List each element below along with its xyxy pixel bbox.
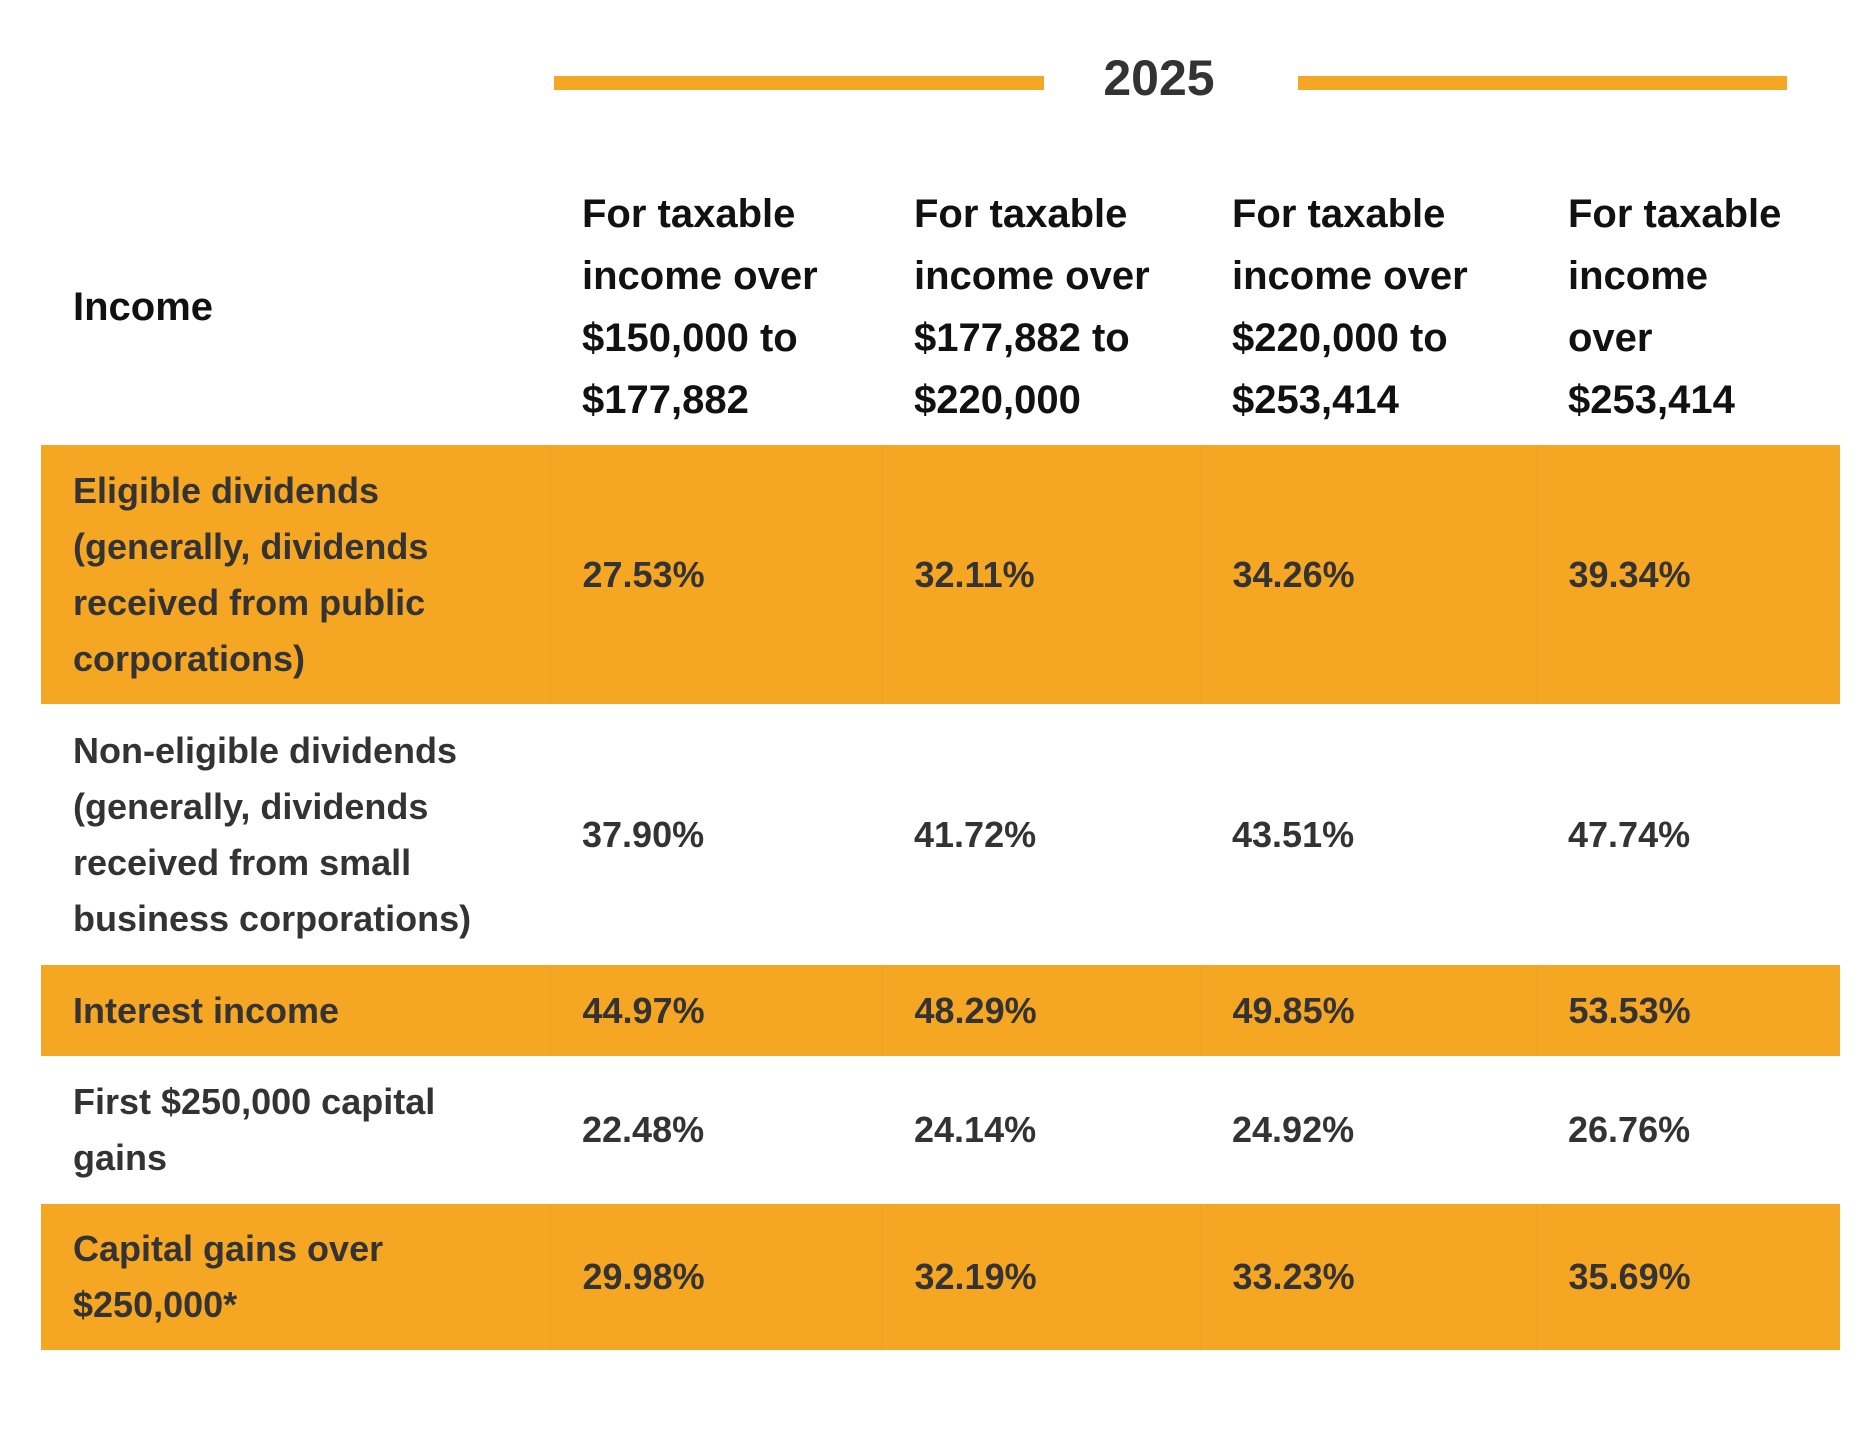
- rate-cell: 29.98%: [550, 1204, 882, 1350]
- rate: 48.29%: [914, 989, 1037, 1031]
- rate-cell: 49.85%: [1200, 965, 1536, 1056]
- header-row: Income For taxable income over $150,000 t…: [41, 168, 1840, 445]
- rate-cell: 53.53%: [1536, 965, 1840, 1056]
- table-row: Eligible dividends (generally, dividends…: [41, 445, 1840, 704]
- rate-cell: 44.97%: [550, 965, 882, 1056]
- rate-cell: 39.34%: [1536, 445, 1840, 704]
- rate-cell: 34.26%: [1200, 445, 1536, 704]
- rate-cell: 33.23%: [1200, 1204, 1536, 1350]
- header-rule: [554, 76, 1044, 90]
- rate-cell: 27.53%: [550, 445, 882, 704]
- column-header: For taxable income over $150,000 to $177…: [550, 168, 882, 445]
- rate: 22.48%: [582, 1109, 705, 1150]
- rate: 43.51%: [1232, 813, 1355, 855]
- rate-cell: 35.69%: [1536, 1204, 1840, 1350]
- rate-cell: 48.29%: [882, 965, 1200, 1056]
- row-label-cell: First $250,000 capital gains: [41, 1056, 550, 1204]
- row-label: Interest income: [73, 989, 340, 1031]
- column-header: Income: [41, 168, 550, 445]
- rate: 24.92%: [1232, 1109, 1355, 1150]
- column-header-text: For taxable income over $220,000 to $253…: [1232, 191, 1468, 422]
- rate: 41.72%: [914, 813, 1037, 855]
- rate: 32.11%: [914, 553, 1035, 595]
- row-label-cell: Interest income: [41, 965, 550, 1056]
- rate-cell: 47.74%: [1536, 704, 1840, 965]
- header-rule: [1298, 76, 1787, 90]
- table-row: Capital gains over $250,000* 29.98% 32.19%…: [41, 1204, 1840, 1350]
- rate-cell: 22.48%: [550, 1056, 882, 1204]
- column-header: For taxable income over $177,882 to $220…: [882, 168, 1200, 445]
- column-header-text: For taxable income over $150,000 to $177…: [582, 191, 818, 422]
- row-label: First $250,000 capital gains: [73, 1081, 436, 1178]
- rate: 27.53%: [582, 553, 705, 595]
- row-label-cell: Capital gains over $250,000*: [41, 1204, 550, 1350]
- row-label: Eligible dividends (generally, dividends…: [73, 469, 429, 679]
- column-header-text: For taxable income over $177,882 to $220…: [914, 191, 1150, 422]
- column-header: For taxable income over $253,414: [1536, 168, 1840, 445]
- rate: 34.26%: [1232, 553, 1355, 595]
- row-label: Non-eligible dividends (generally, divid…: [73, 729, 472, 939]
- column-header-text: Income: [73, 284, 214, 329]
- table-row: First $250,000 capital gains 22.48% 24.14%…: [41, 1056, 1840, 1204]
- rate: 33.23%: [1232, 1256, 1355, 1297]
- rate-cell: 32.19%: [882, 1204, 1200, 1350]
- rate: 26.76%: [1568, 1109, 1691, 1150]
- column-header: For taxable income over $220,000 to $253…: [1200, 168, 1536, 445]
- rate: 44.97%: [582, 989, 705, 1031]
- rate: 39.34%: [1568, 553, 1691, 595]
- rate-cell: 41.72%: [882, 704, 1200, 965]
- table-row: Interest income 44.97% 48.29% 49.85% 53.53%: [41, 965, 1840, 1056]
- row-label-cell: Non-eligible dividends (generally, divid…: [41, 704, 550, 965]
- rate-cell: 43.51%: [1200, 704, 1536, 965]
- row-label: Capital gains over $250,000*: [73, 1228, 384, 1325]
- rate: 24.14%: [914, 1109, 1037, 1150]
- rate: 47.74%: [1568, 813, 1691, 855]
- rate: 35.69%: [1568, 1256, 1691, 1297]
- row-label-cell: Eligible dividends (generally, dividends…: [41, 445, 550, 704]
- rate-cell: 37.90%: [550, 704, 882, 965]
- rate: 29.98%: [582, 1256, 705, 1297]
- rate: 32.19%: [914, 1256, 1037, 1297]
- column-header-text: For taxable income over $253,414: [1568, 191, 1782, 422]
- rate: 53.53%: [1568, 989, 1691, 1031]
- rate: 49.85%: [1232, 989, 1355, 1031]
- rate: 37.90%: [582, 813, 705, 855]
- rate-cell: 32.11%: [882, 445, 1200, 704]
- rate-cell: 26.76%: [1536, 1056, 1840, 1204]
- table-row: Non-eligible dividends (generally, divid…: [41, 704, 1840, 965]
- year-heading: 2025: [1103, 50, 1215, 106]
- rate-cell: 24.14%: [882, 1056, 1200, 1204]
- rate-cell: 24.92%: [1200, 1056, 1536, 1204]
- tax-table: Income For taxable income over $150,000 t…: [41, 168, 1840, 1350]
